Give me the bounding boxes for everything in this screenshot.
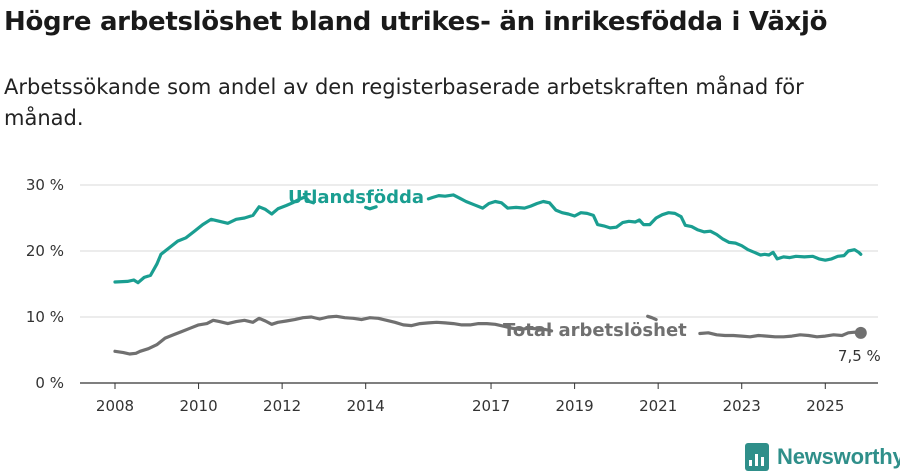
x-tick-label: 2023	[723, 397, 761, 415]
x-tick-label: 2008	[96, 397, 134, 415]
series-label-utlandsfodda: Utlandsfödda	[288, 187, 424, 208]
newsworthy-brand: Newsworthy	[745, 442, 900, 472]
x-tick-label: 2010	[179, 397, 217, 415]
y-tick-label: 30 %	[26, 176, 64, 194]
gridlines	[80, 184, 878, 384]
end-value-label: 7,5 %	[838, 347, 881, 365]
y-tick-label: 0 %	[35, 374, 64, 392]
chart-subtitle: Arbetssökande som andel av den registerb…	[4, 75, 804, 130]
y-tick-label: 20 %	[26, 242, 64, 260]
series-line-total	[113, 314, 863, 356]
y-axis-ticks: 0 % 10 % 20 % 30 %	[26, 176, 64, 392]
chart-title: Högre arbetslöshet bland utrikes- än inr…	[4, 7, 828, 37]
series-labels: Utlandsfödda Total arbetslöshet 7,5 %	[288, 187, 881, 365]
x-tick-label: 2014	[347, 397, 385, 415]
x-tick-label: 2019	[556, 397, 594, 415]
brand-name: Newsworthy	[777, 444, 900, 469]
y-tick-label: 10 %	[26, 308, 64, 326]
series-line-utlandsfodda	[113, 193, 863, 285]
x-axis: 2008 2010 2012 2014 2017 2019 2021 2023 2025	[96, 383, 844, 415]
series-label-total: Total arbetslöshet	[503, 320, 687, 341]
x-tick-label: 2012	[263, 397, 301, 415]
series-lines	[113, 193, 863, 356]
x-tick-label: 2025	[806, 397, 844, 415]
end-point-marker	[854, 326, 867, 339]
x-tick-label: 2021	[639, 397, 677, 415]
line-chart: 0 % 10 % 20 % 30 % 2008 2010 2012 2014 2017 2019…	[26, 176, 881, 415]
x-tick-label: 2017	[472, 397, 510, 415]
bar-chart-logo-icon	[745, 443, 769, 471]
